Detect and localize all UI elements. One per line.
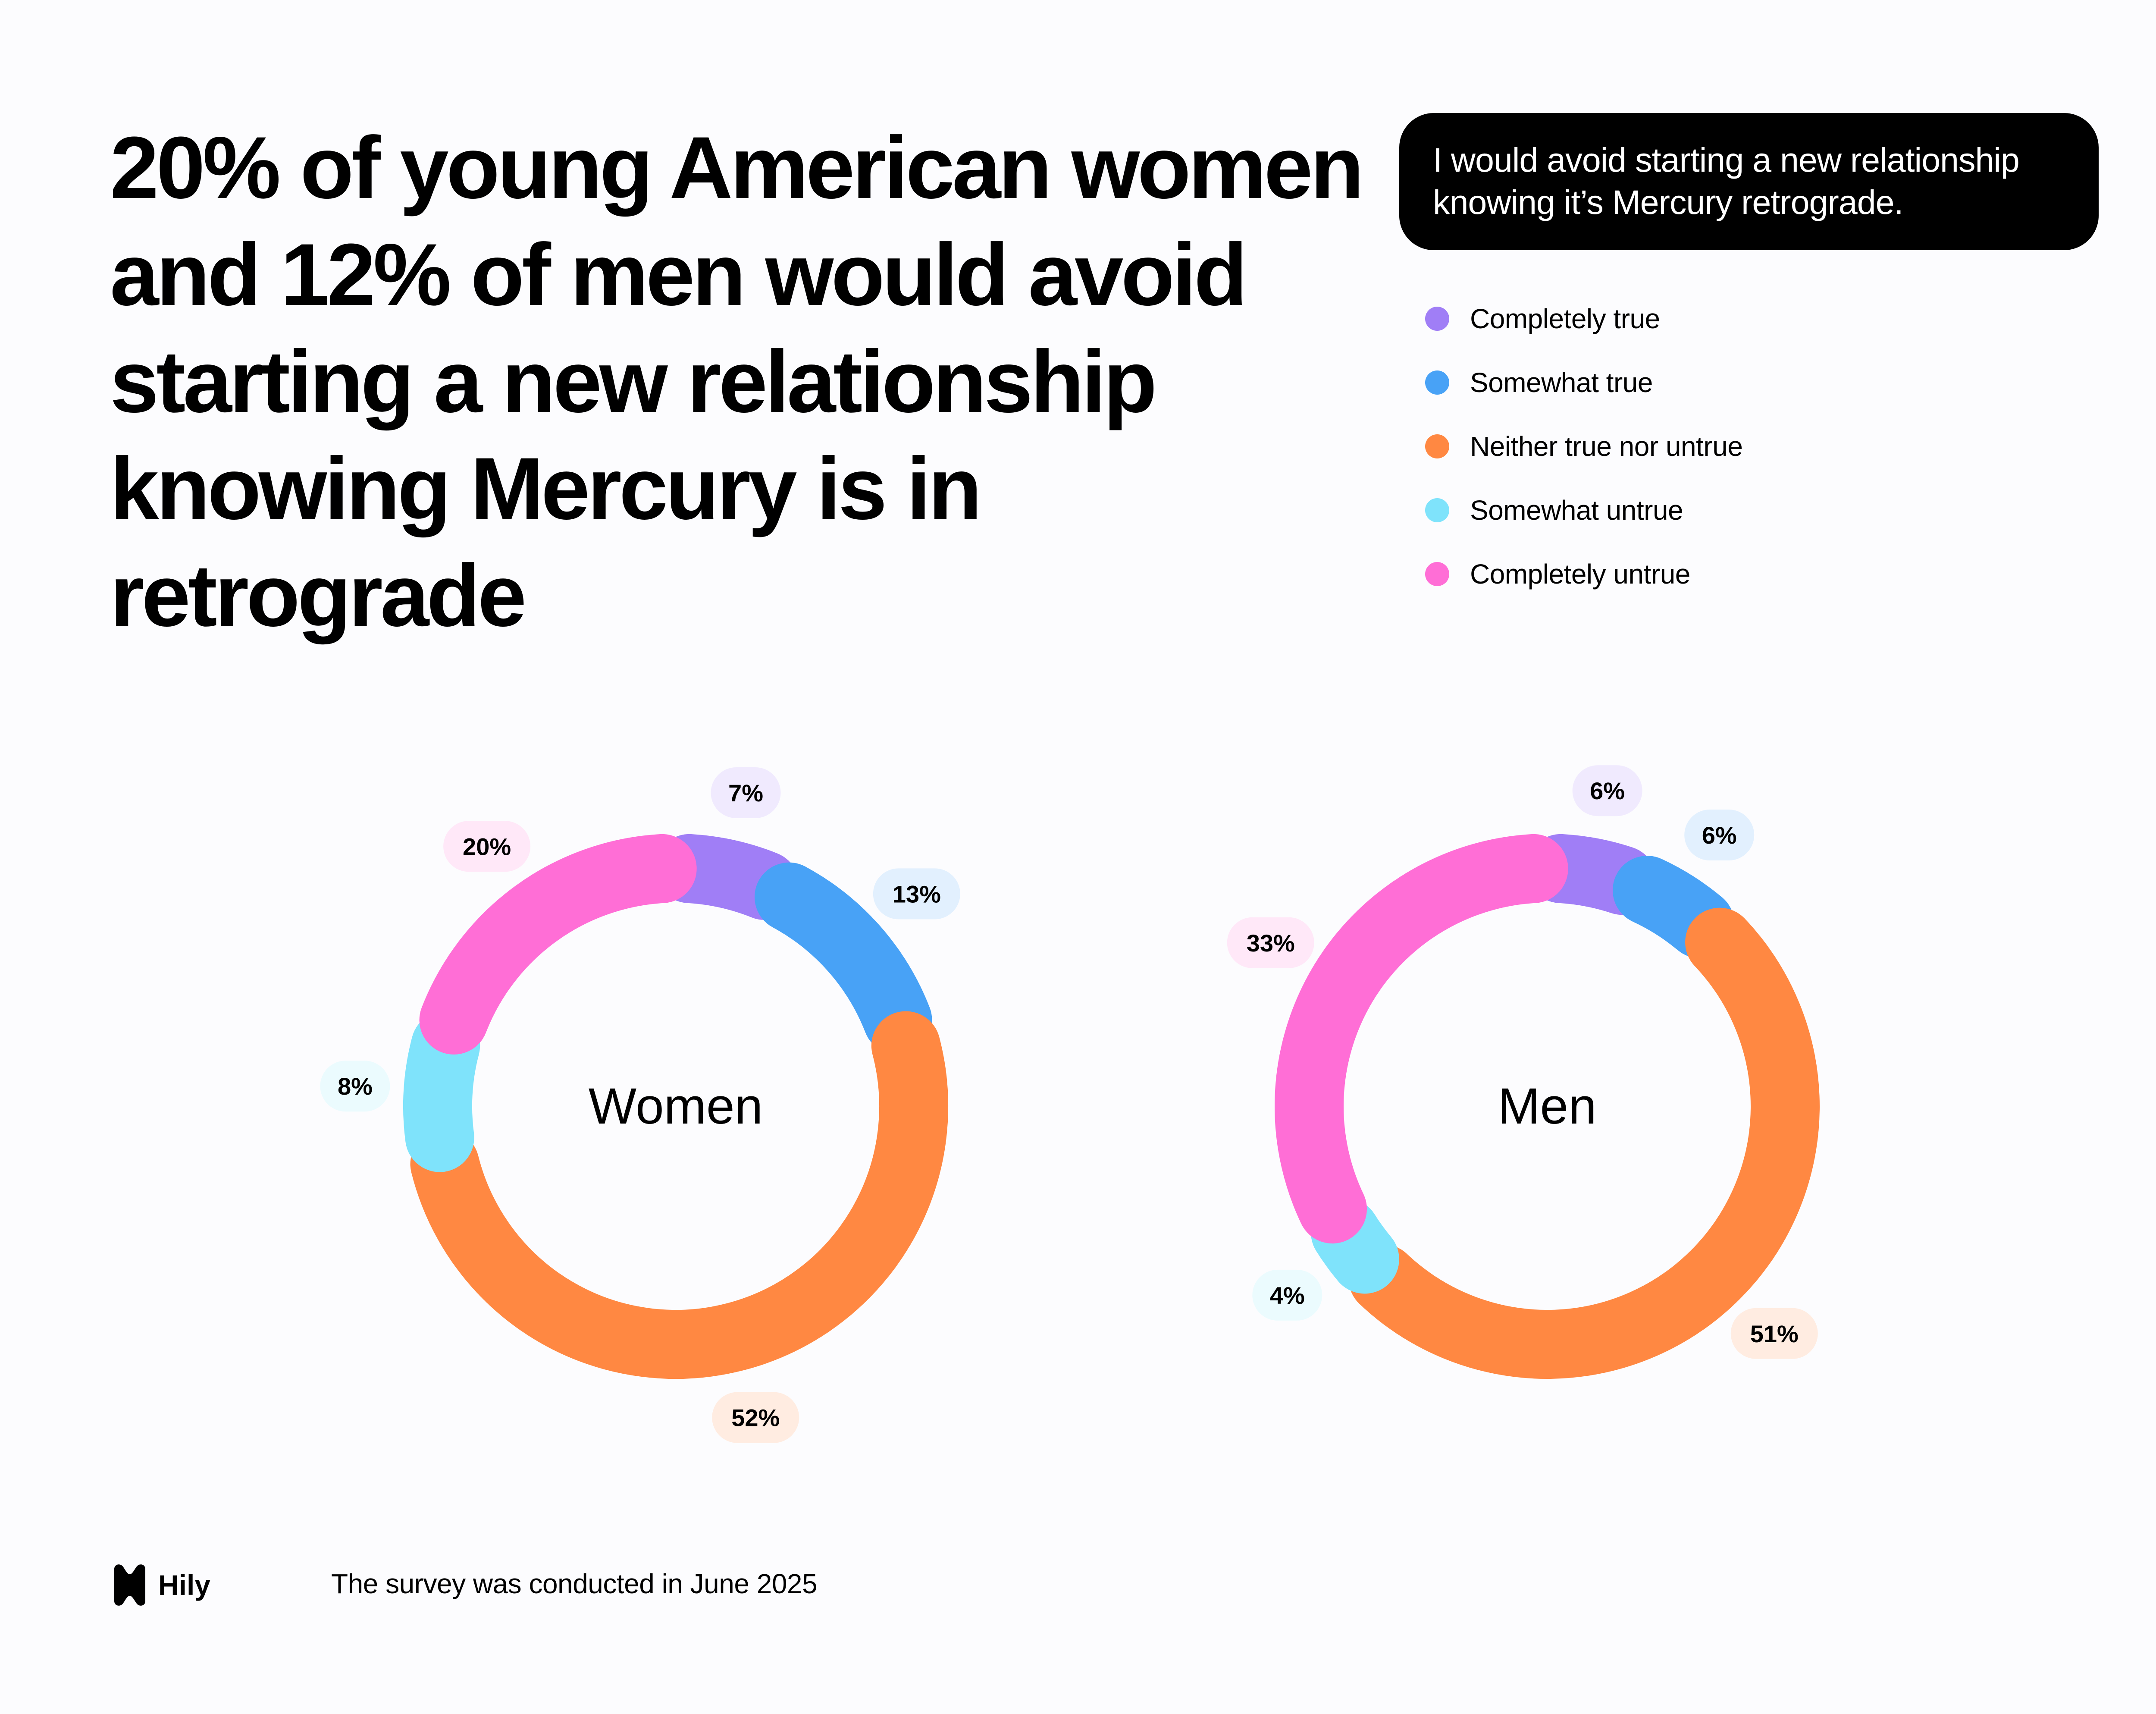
donut-segment-men-completely-true	[1526, 834, 1657, 915]
data-label-pill-men-completely-untrue	[1227, 917, 1314, 968]
headline: 20% of young American women and 12% of m…	[110, 119, 1364, 645]
legend-item-completely-true: Completely true	[1425, 287, 1742, 351]
hily-logo: Hily	[114, 1564, 210, 1606]
donut-segment-women-completely-true	[655, 834, 799, 920]
data-label-pill-women-completely-true	[711, 767, 781, 818]
survey-note: The survey was conducted in June 2025	[331, 1568, 818, 1599]
donut-chart-women: 7% 13% 52% 8% 20% Women	[320, 767, 960, 1443]
data-label-women-neither-true-nor-untrue: 52%	[731, 1404, 780, 1431]
legend-item-neither: Neither true nor untrue	[1425, 414, 1743, 478]
legend-label: Neither true nor untrue	[1470, 431, 1743, 462]
chart-title-women: Women	[589, 1078, 763, 1135]
data-label-pill-men-completely-true	[1572, 765, 1642, 816]
hily-logo-text: Hily	[158, 1569, 210, 1601]
donut-segment-women-completely-untrue	[419, 834, 697, 1055]
data-label-pill-women-neither-true-nor-untrue	[712, 1392, 799, 1443]
donut-segment-men-neither-true-nor-untrue	[1348, 907, 1820, 1379]
data-label-women-completely-true: 7%	[728, 779, 763, 807]
data-label-pill-women-somewhat-true	[873, 868, 960, 920]
legend-item-somewhat-true: Somewhat true	[1425, 351, 1742, 414]
legend-swatch-completely-true	[1425, 307, 1449, 331]
donut-segment-women-somewhat-true	[754, 862, 932, 1055]
legend: Completely true Somewhat true Neither tr…	[1425, 287, 1743, 606]
data-label-women-somewhat-untrue: 8%	[338, 1073, 373, 1100]
legend-item-somewhat-untrue: Somewhat untrue	[1425, 478, 1742, 542]
legend-swatch-somewhat-true	[1425, 370, 1449, 395]
data-label-men-somewhat-untrue: 4%	[1270, 1282, 1305, 1309]
data-label-pill-women-somewhat-untrue	[320, 1061, 390, 1112]
data-label-pill-men-somewhat-true	[1684, 809, 1755, 860]
legend-swatch-neither	[1425, 434, 1449, 458]
legend-label: Completely true	[1470, 303, 1660, 334]
legend-label: Somewhat true	[1470, 367, 1653, 398]
legend-label: Somewhat untrue	[1470, 495, 1683, 526]
donut-chart-men: 6% 6% 51% 4% 33% Men	[1227, 765, 1820, 1379]
survey-question: I would avoid starting a new relationshi…	[1433, 141, 2020, 221]
legend-swatch-completely-untrue	[1425, 562, 1449, 586]
data-label-pill-men-somewhat-untrue	[1252, 1269, 1322, 1321]
data-label-men-completely-true: 6%	[1590, 777, 1625, 804]
legend-label: Completely untrue	[1470, 559, 1690, 590]
data-label-men-completely-untrue: 33%	[1247, 929, 1295, 957]
data-label-pill-women-completely-untrue	[443, 821, 531, 872]
hily-logo-mark	[114, 1564, 145, 1606]
data-label-women-completely-untrue: 20%	[463, 833, 511, 860]
chart-title-men: Men	[1498, 1078, 1597, 1135]
donut-segment-women-neither-true-nor-untrue	[410, 1011, 948, 1379]
data-label-men-somewhat-true: 6%	[1702, 822, 1737, 849]
donut-segment-women-somewhat-untrue	[403, 1011, 480, 1172]
survey-question-box: I would avoid starting a new relationshi…	[1399, 113, 2099, 250]
legend-swatch-somewhat-untrue	[1425, 498, 1449, 522]
data-label-men-neither-true-nor-untrue: 51%	[1750, 1320, 1799, 1347]
donut-segment-men-completely-untrue	[1275, 834, 1568, 1244]
data-label-women-somewhat-true: 13%	[893, 880, 941, 907]
donut-segment-men-somewhat-true	[1612, 856, 1735, 958]
legend-item-completely-untrue: Completely untrue	[1425, 542, 1742, 606]
data-label-pill-men-neither-true-nor-untrue	[1730, 1308, 1818, 1359]
